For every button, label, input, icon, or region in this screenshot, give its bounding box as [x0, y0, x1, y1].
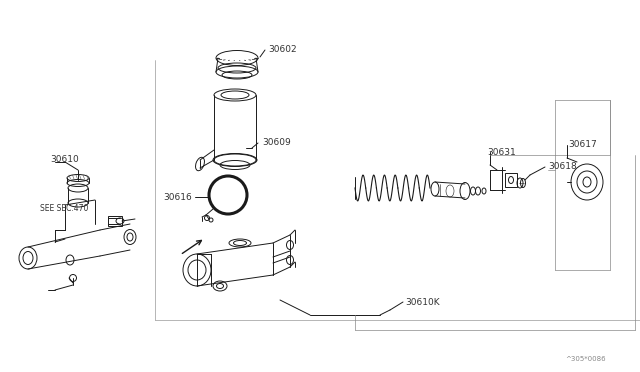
Text: 30610K: 30610K: [405, 298, 440, 307]
Text: 30618: 30618: [548, 162, 577, 171]
Text: 30631: 30631: [487, 148, 516, 157]
Text: SEE SEC.470: SEE SEC.470: [40, 204, 88, 213]
Bar: [505, 173, 517, 187]
Text: 30602: 30602: [268, 45, 296, 54]
Text: 30610: 30610: [50, 155, 79, 164]
Text: 30616: 30616: [163, 193, 192, 202]
Text: 30617: 30617: [568, 140, 596, 149]
Bar: [108, 216, 122, 226]
Text: 30609: 30609: [262, 138, 291, 147]
Text: ^305*0086: ^305*0086: [565, 356, 605, 362]
